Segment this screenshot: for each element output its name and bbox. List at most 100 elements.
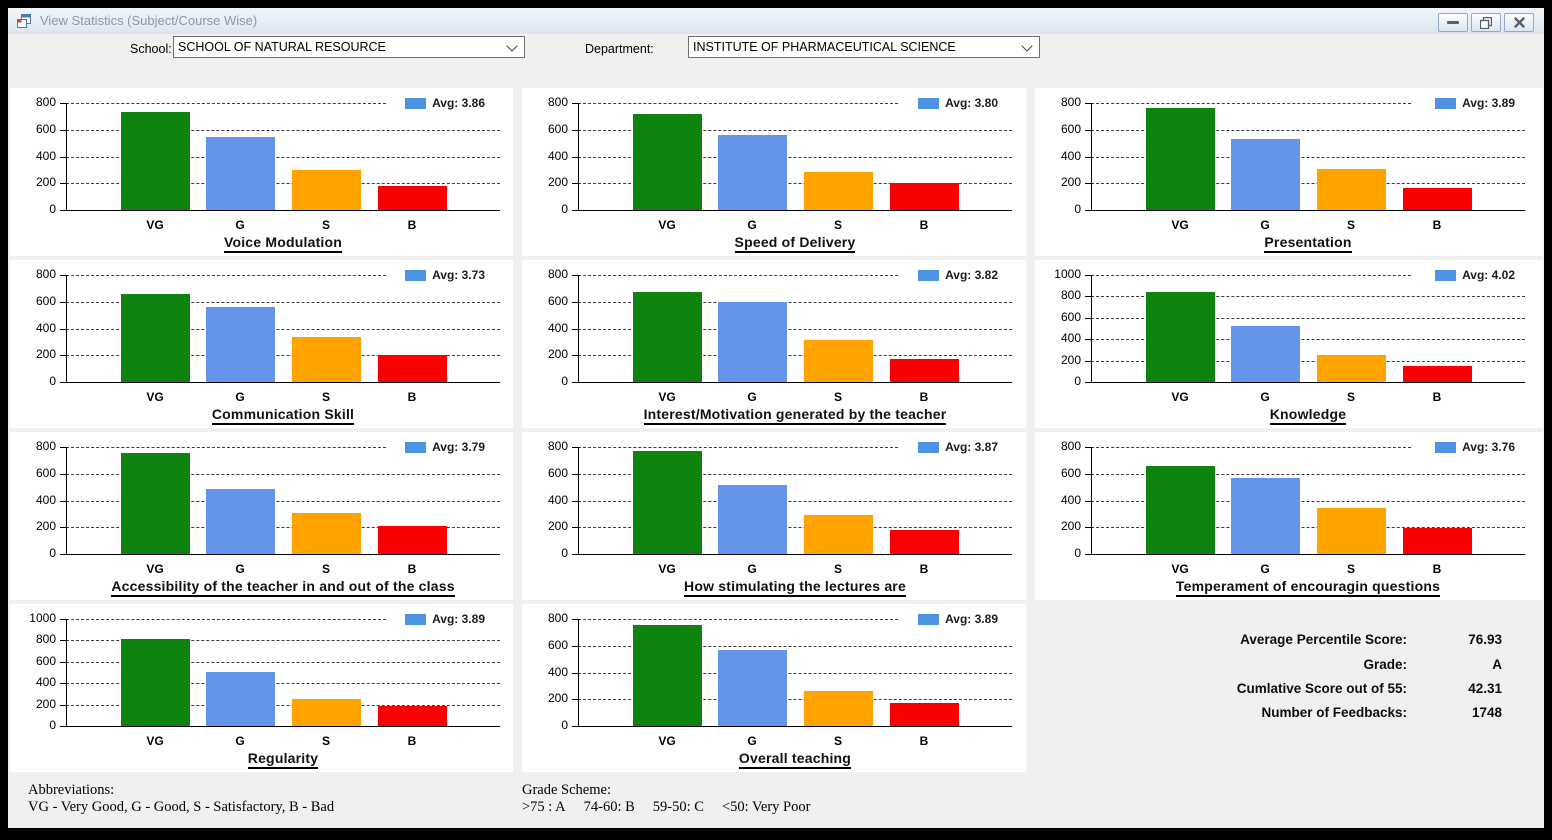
legend-swatch-icon xyxy=(405,441,427,453)
y-tick-mark xyxy=(1085,275,1091,276)
avg-legend-label: Avg: 3.89 xyxy=(432,612,485,626)
chart-title-wrap: How stimulating the lectures are xyxy=(578,578,1012,597)
y-tick-mark xyxy=(1085,527,1091,529)
x-label-s: S xyxy=(833,562,842,576)
y-tick-mark xyxy=(1085,296,1091,298)
avg-legend-label: Avg: 3.76 xyxy=(1462,440,1515,454)
gridline xyxy=(578,473,1012,475)
gridline xyxy=(66,328,500,330)
bar-b xyxy=(377,706,447,726)
close-button[interactable] xyxy=(1504,13,1534,32)
summary-row: Grade: A xyxy=(1035,657,1543,677)
avg-legend: Avg: 3.89 xyxy=(918,612,998,626)
gridline xyxy=(578,500,1012,502)
chart-how-stimulating-the-lectures-are: Avg: 3.87 0 200 400 600 800 VG G S B How stimulati… xyxy=(522,432,1026,600)
chart-title-wrap: Interest/Motivation generated by the tea… xyxy=(578,406,1012,425)
avg-legend: Avg: 3.87 xyxy=(918,440,998,454)
y-tick-label: 0 xyxy=(1074,374,1081,388)
x-label-g: G xyxy=(235,218,245,232)
y-tick-label: 400 xyxy=(547,492,568,507)
bar-g xyxy=(205,137,275,210)
x-label-vg: VG xyxy=(1171,218,1189,232)
bar-s xyxy=(291,699,361,726)
bar-g xyxy=(1230,478,1300,554)
school-combobox[interactable]: SCHOOL OF NATURAL RESOURCE xyxy=(173,36,525,58)
x-label-s: S xyxy=(833,390,842,404)
y-tick-label: 0 xyxy=(49,202,56,216)
x-label-b: B xyxy=(1432,218,1442,232)
y-tick-mark xyxy=(572,447,578,448)
gridline xyxy=(66,704,500,706)
gridline xyxy=(1091,317,1525,319)
chart-temperament-of-encouragin-questions: Avg: 3.76 0 200 400 600 800 VG G S B Temperament o… xyxy=(1035,432,1543,600)
x-label-b: B xyxy=(407,218,417,232)
y-tick-mark xyxy=(572,301,578,303)
x-axis-line xyxy=(1086,382,1525,383)
bar-s xyxy=(1316,508,1386,554)
bar-b xyxy=(377,355,447,382)
footnotes: Abbreviations: VG - Very Good, G - Good,… xyxy=(8,780,1544,828)
x-label-g: G xyxy=(747,218,757,232)
chart-title-wrap: Communication Skill xyxy=(66,406,500,425)
bar-s xyxy=(291,337,361,382)
gridline xyxy=(1091,129,1525,131)
chart-title-wrap: Overall teaching xyxy=(578,750,1012,769)
bar-vg xyxy=(1145,292,1215,382)
y-tick-label: 400 xyxy=(35,492,56,507)
abbreviations-title: Abbreviations: xyxy=(28,782,115,798)
y-tick-label: 800 xyxy=(35,439,56,453)
gridline xyxy=(66,156,500,158)
grade-scheme-items: >75 : A 74-60: B 59-50: C <50: Very Poor xyxy=(522,799,810,816)
x-label-b: B xyxy=(919,218,929,232)
y-tick-mark xyxy=(60,640,66,642)
avg-legend-label: Avg: 3.82 xyxy=(945,268,998,282)
avg-legend-label: Avg: 3.89 xyxy=(945,612,998,626)
bar-g xyxy=(1230,139,1300,210)
avg-legend: Avg: 3.89 xyxy=(405,612,485,626)
y-tick-label: 0 xyxy=(561,374,568,388)
summary-row-value: A xyxy=(1492,657,1502,672)
y-tick-mark xyxy=(572,473,578,475)
y-tick-label: 200 xyxy=(35,519,56,534)
avg-legend: Avg: 3.82 xyxy=(918,268,998,282)
summary-row-label: Grade: xyxy=(1363,657,1407,672)
grade-scheme-item: >75 : A xyxy=(522,799,566,815)
minimize-icon xyxy=(1447,21,1459,24)
restore-button[interactable] xyxy=(1471,13,1501,32)
bar-b xyxy=(1402,528,1472,554)
summary-row: Number of Feedbacks: 1748 xyxy=(1035,705,1543,725)
bar-b xyxy=(889,359,959,382)
y-tick-label: 600 xyxy=(547,293,568,308)
y-tick-mark xyxy=(572,672,578,674)
chart-title-wrap: Voice Modulation xyxy=(66,234,500,253)
x-axis-line xyxy=(1086,210,1525,211)
title-bar[interactable]: View Statistics (Subject/Course Wise) xyxy=(8,8,1544,34)
y-tick-label: 400 xyxy=(547,664,568,679)
y-tick-label: 800 xyxy=(35,267,56,281)
avg-legend: Avg: 3.86 xyxy=(405,96,485,110)
avg-legend-label: Avg: 3.86 xyxy=(432,96,485,110)
bar-g xyxy=(717,135,787,210)
y-tick-label: 600 xyxy=(35,293,56,308)
y-tick-label: 1000 xyxy=(29,611,56,625)
y-tick-label: 200 xyxy=(35,347,56,362)
chart-title: Regularity xyxy=(247,750,319,769)
x-label-vg: VG xyxy=(658,734,676,748)
x-label-vg: VG xyxy=(146,218,164,232)
x-label-s: S xyxy=(833,218,842,232)
gridline xyxy=(578,328,1012,330)
y-tick-mark xyxy=(1085,129,1091,131)
y-tick-label: 600 xyxy=(547,121,568,136)
minimize-button[interactable] xyxy=(1438,13,1468,32)
gridline xyxy=(578,129,1012,131)
window-title: View Statistics (Subject/Course Wise) xyxy=(40,13,258,28)
y-tick-label: 600 xyxy=(1060,309,1081,324)
chart-title-wrap: Knowledge xyxy=(1091,406,1525,425)
department-combobox[interactable]: INSTITUTE OF PHARMACEUTICAL SCIENCE xyxy=(688,36,1040,58)
y-tick-label: 800 xyxy=(35,95,56,109)
bar-s xyxy=(291,513,361,554)
gridline xyxy=(1091,183,1525,185)
gridline xyxy=(578,447,898,448)
legend-swatch-icon xyxy=(1435,269,1457,281)
x-label-s: S xyxy=(1346,390,1355,404)
